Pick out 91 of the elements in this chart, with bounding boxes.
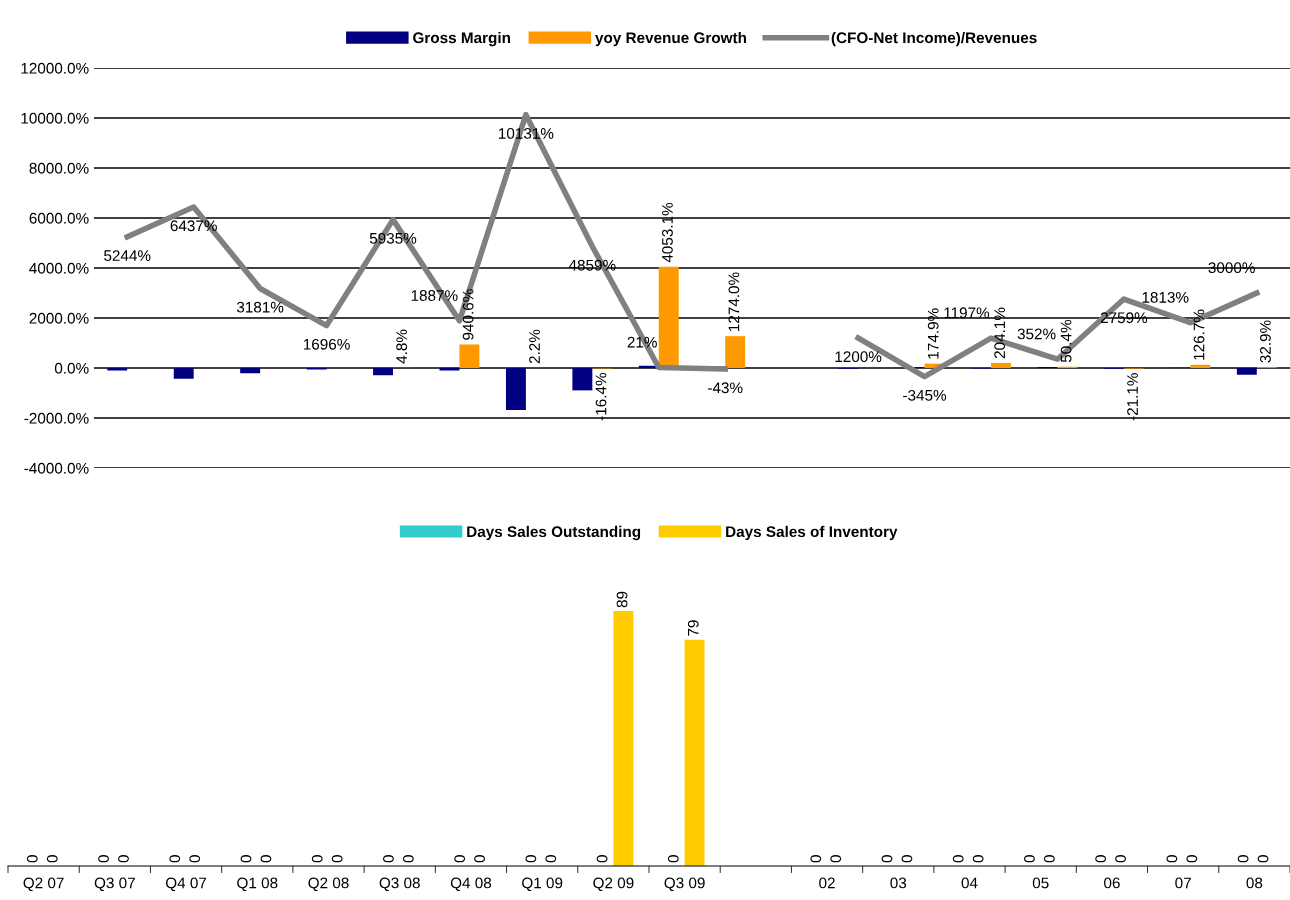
- x-tick-label: Q4 07: [165, 877, 207, 892]
- data-label: 1200%: [835, 351, 882, 363]
- x-tick-label: 05: [1032, 877, 1049, 889]
- data-label: 0: [901, 855, 913, 863]
- legend-label: Days Sales of Inventory: [726, 525, 898, 541]
- data-label: 0: [881, 855, 893, 863]
- data-label: 0: [189, 855, 201, 863]
- legend-label: yoy Revenue Growth: [595, 31, 746, 47]
- x-tick-label: 07: [1175, 877, 1191, 889]
- data-label: 4053.1%: [662, 202, 673, 263]
- data-label: 0: [525, 855, 537, 863]
- y-tick-label: 6000.0%: [29, 212, 89, 224]
- data-label: 0: [169, 855, 181, 863]
- data-label: 5244%: [104, 250, 151, 261]
- data-label: 89: [616, 591, 628, 608]
- data-label: 940.6%: [462, 289, 474, 340]
- data-label: -43%: [708, 382, 743, 394]
- data-label: 0: [1095, 855, 1107, 863]
- data-label: 0: [1186, 855, 1198, 863]
- data-label: 2.2%: [529, 329, 540, 364]
- data-label: 0: [952, 855, 964, 863]
- data-label: 21%: [627, 336, 657, 348]
- y-tick-label: -4000.0%: [24, 462, 89, 474]
- data-label: 0: [383, 855, 394, 863]
- legend-label: Gross Margin: [413, 31, 510, 47]
- data-label: 79: [687, 620, 699, 636]
- data-label: 352%: [1017, 328, 1056, 340]
- x-tick-label: 08: [1246, 877, 1263, 889]
- legend-label: Days Sales Outstanding: [467, 525, 641, 541]
- data-label: -16.4%: [595, 372, 607, 421]
- data-label: 32.9%: [1260, 320, 1271, 363]
- data-label: 0: [1237, 855, 1249, 863]
- data-label: 0: [46, 855, 58, 863]
- data-label: 1274.0%: [728, 272, 740, 331]
- x-tick-label: Q1 09: [522, 877, 563, 892]
- y-tick-label: 4000.0%: [29, 262, 89, 274]
- data-label: 1197%: [944, 307, 990, 319]
- data-label: -21.1%: [1127, 373, 1138, 421]
- data-label: 0: [1024, 855, 1035, 863]
- y-tick-label: 2000.0%: [29, 312, 89, 324]
- data-label: 0: [98, 855, 109, 863]
- data-label: 0: [830, 855, 842, 863]
- data-label: 0: [454, 855, 466, 863]
- data-label: 0: [260, 855, 272, 863]
- data-label: 4.8%: [396, 329, 408, 364]
- data-label: 50.4%: [1060, 319, 1072, 363]
- data-label: 1813%: [1142, 291, 1189, 303]
- data-label: 0: [1166, 855, 1178, 863]
- data-label: 0: [26, 855, 38, 863]
- data-label: 204.1%: [994, 307, 1006, 359]
- x-tick-label: Q4 08: [450, 877, 492, 892]
- x-tick-label: 03: [890, 877, 907, 889]
- y-tick-label: -2000.0%: [24, 412, 89, 424]
- data-label: 5935%: [369, 232, 417, 244]
- data-label: 0: [972, 855, 984, 863]
- data-label: 1696%: [303, 338, 350, 350]
- x-tick-label: 06: [1104, 877, 1120, 889]
- x-tick-label: Q3 09: [664, 877, 705, 892]
- x-tick-label: Q3 07: [94, 877, 135, 892]
- x-tick-label: 02: [819, 877, 835, 889]
- x-tick-label: Q1 08: [237, 877, 278, 892]
- data-label: 1887%: [411, 290, 458, 301]
- data-label: 0: [474, 855, 486, 863]
- y-tick-label: 10000.0%: [21, 112, 89, 124]
- y-tick-label: 8000.0%: [29, 162, 89, 174]
- data-label: 0: [1257, 855, 1269, 863]
- data-label: 3181%: [236, 301, 284, 313]
- x-tick-label: 04: [961, 877, 978, 889]
- data-label: 0: [311, 855, 323, 863]
- data-label: 10131%: [499, 128, 554, 139]
- data-label: 0: [667, 855, 679, 863]
- data-label: 0: [118, 855, 129, 863]
- data-label: 6437%: [170, 220, 217, 232]
- data-label: 0: [331, 855, 343, 863]
- x-tick-label: Q2 07: [23, 877, 64, 892]
- data-label: 0: [402, 855, 414, 863]
- data-label: 0: [1115, 855, 1127, 863]
- data-label: -345%: [903, 389, 947, 401]
- data-label: 0: [596, 855, 608, 863]
- y-tick-label: 0.0%: [54, 362, 89, 374]
- data-label: 126.7%: [1193, 309, 1205, 360]
- x-tick-label: Q2 08: [308, 877, 349, 892]
- data-label: 0: [545, 855, 557, 863]
- data-label: 0: [240, 855, 252, 863]
- data-label: 0: [1043, 855, 1055, 863]
- x-tick-label: Q3 08: [379, 877, 420, 892]
- x-tick-label: Q2 09: [593, 877, 634, 892]
- y-tick-label: 12000.0%: [21, 62, 89, 74]
- legend-label: (CFO-Net Income)/Revenues: [831, 31, 1037, 47]
- data-label: 174.9%: [927, 308, 939, 359]
- data-label: 0: [810, 855, 822, 863]
